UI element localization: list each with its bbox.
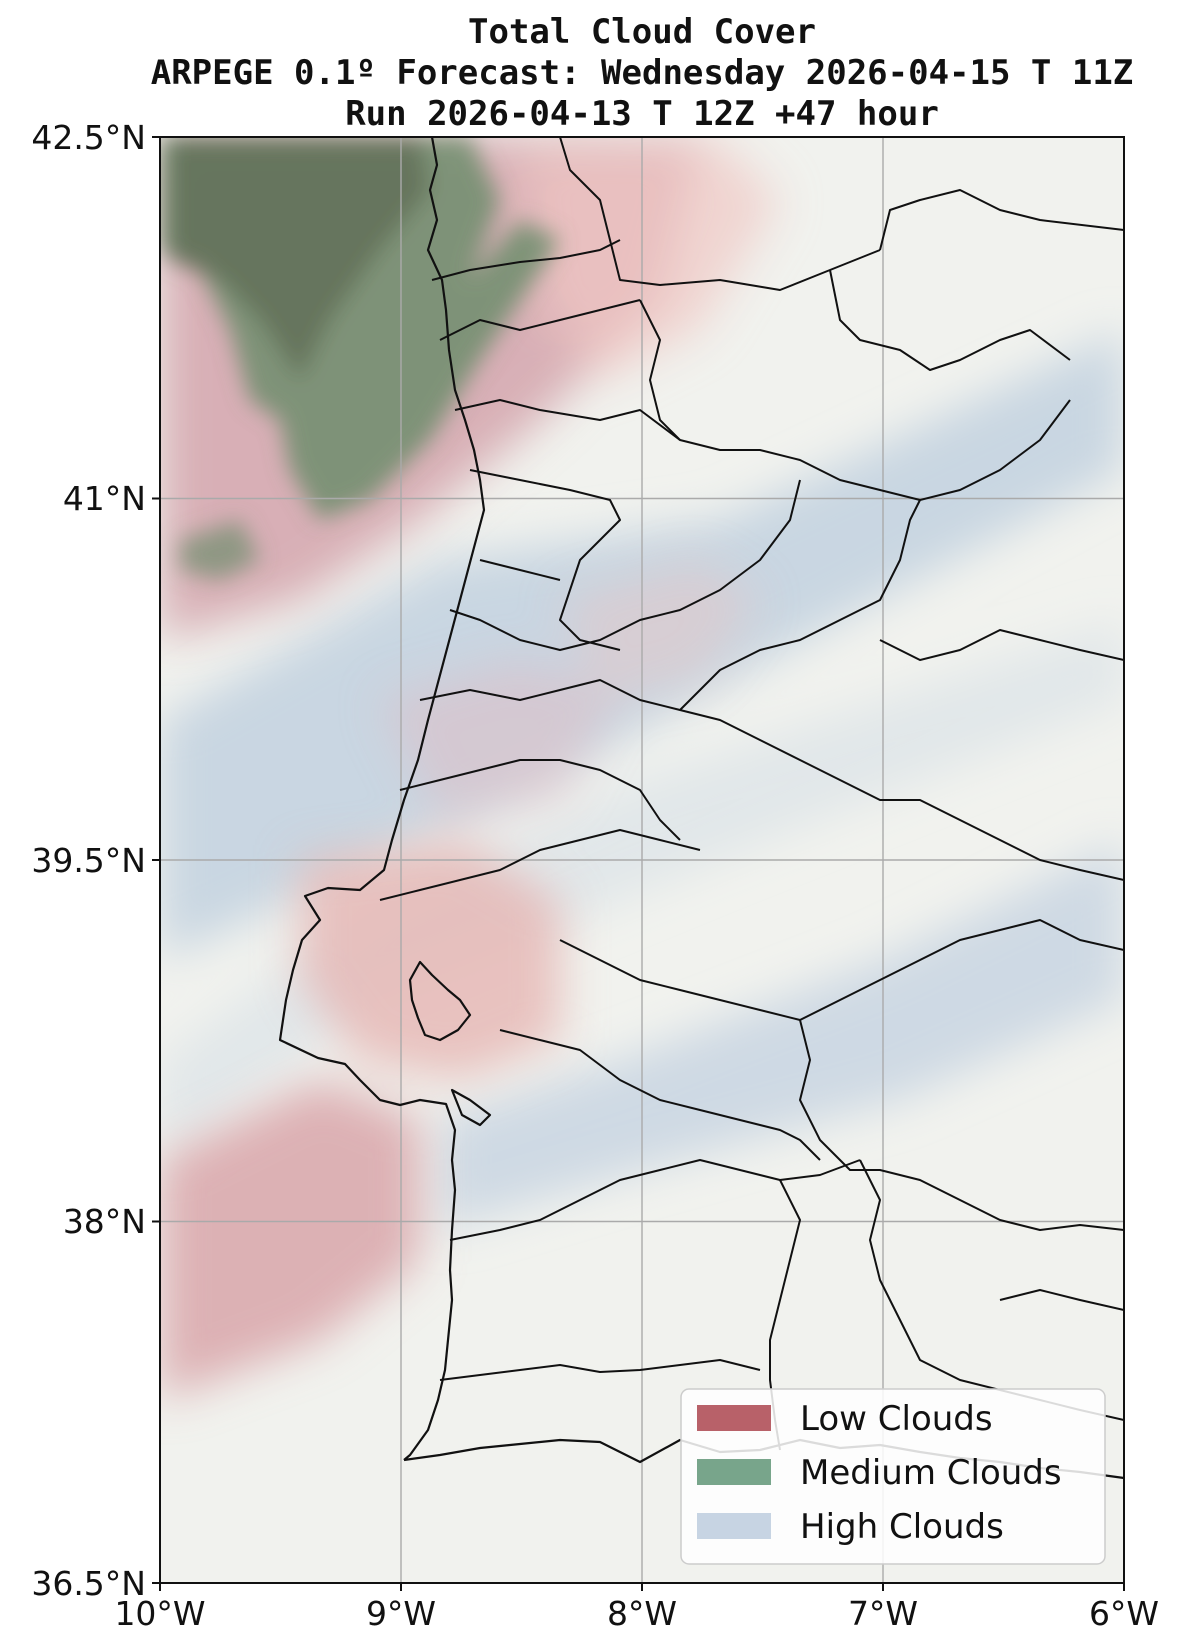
border-santarem — [379, 829, 701, 901]
border-leiria — [399, 759, 681, 841]
border-castelo-branco — [679, 709, 1124, 881]
border-zamora — [879, 189, 1124, 251]
border-setubal-evora — [499, 1029, 821, 1161]
border-caceres — [879, 629, 1124, 661]
border-central-1 — [449, 479, 801, 651]
y-tick-label: 36.5°N — [31, 1564, 146, 1603]
tagus-estuary — [408, 960, 472, 1042]
y-tick-label: 41°N — [63, 479, 146, 518]
border-braga-porto — [469, 469, 621, 651]
legend-swatch-low-clouds — [697, 1405, 771, 1431]
y-tick-label: 39.5°N — [31, 841, 146, 880]
border-aveiro-viseu — [479, 559, 561, 581]
coastline — [278, 137, 486, 1461]
y-tick-label: 38°N — [63, 1202, 146, 1241]
border-beja — [449, 1159, 861, 1241]
border-norte-1 — [439, 299, 641, 341]
legend-swatch-medium-clouds — [697, 1459, 771, 1485]
sado-estuary — [450, 1088, 492, 1127]
title-line-1: Total Cloud Cover — [468, 12, 816, 52]
title-line-2: ARPEGE 0.1º Forecast: Wednesday 2026-04-… — [151, 53, 1134, 93]
x-tick-label: 8°W — [607, 1594, 677, 1633]
x-tick-label: 7°W — [848, 1594, 918, 1633]
y-tick-label: 42.5°N — [31, 118, 146, 157]
tick-marks — [152, 136, 1125, 1591]
border-braganca-spain — [829, 269, 1071, 371]
border-minho-galicia — [431, 239, 621, 281]
title-line-3: Run 2026-04-13 T 12Z +47 hour — [345, 94, 939, 134]
border-portalegre — [559, 919, 1124, 1021]
border-central-2 — [419, 499, 921, 711]
admin-borders — [379, 137, 1124, 1451]
border-galicia-north — [559, 137, 881, 291]
border-algarve — [439, 1359, 761, 1381]
legend-label-low-clouds: Low Clouds — [800, 1399, 993, 1439]
legend-label-high-clouds: High Clouds — [800, 1507, 1004, 1547]
legend-box — [680, 1388, 1106, 1565]
x-tick-label: 9°W — [366, 1594, 436, 1633]
y-axis-labels: 42.5°N 41°N 39.5°N 38°N 36.5°N — [31, 118, 146, 1603]
map-grid — [160, 137, 1124, 1583]
border-douro — [639, 299, 681, 441]
x-axis-labels: 10°W 9°W 8°W 7°W 6°W — [114, 1594, 1159, 1633]
x-tick-label: 6°W — [1089, 1594, 1159, 1633]
legend-swatch-high-clouds — [697, 1513, 771, 1539]
border-badajoz — [799, 1019, 1124, 1231]
border-cadiz — [999, 1289, 1124, 1311]
legend-label-medium-clouds: Medium Clouds — [800, 1453, 1062, 1493]
border-norte-2 — [454, 399, 1071, 501]
x-tick-label: 10°W — [114, 1594, 205, 1633]
plot-area — [160, 137, 1124, 1583]
legend: Low Clouds Medium Clouds High Clouds — [680, 1388, 1106, 1565]
medium-cloud-field — [160, 137, 560, 580]
